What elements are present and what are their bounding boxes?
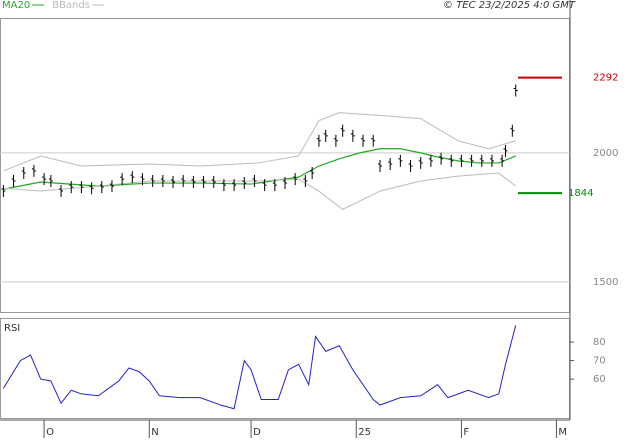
y-tick-label: 70	[593, 356, 606, 367]
price-bar	[310, 166, 315, 179]
price-bar	[449, 154, 454, 167]
y-tick-label: 2000	[593, 148, 618, 159]
level-label: 1844	[568, 188, 593, 199]
price-bar	[303, 174, 308, 187]
price-bar	[500, 154, 505, 167]
bband-upper	[3, 112, 516, 172]
price-bar	[160, 174, 165, 187]
price-bar	[418, 156, 423, 169]
price-bar	[252, 174, 257, 187]
price-bar	[89, 182, 94, 195]
price-bar	[479, 154, 484, 167]
ma-line	[3, 148, 516, 190]
price-bar	[272, 179, 277, 192]
price-bar	[262, 179, 267, 192]
price-bar	[31, 164, 36, 177]
price-bar	[459, 154, 464, 167]
price-bar	[378, 160, 382, 173]
price-bar	[79, 181, 84, 194]
rsi-line	[2, 325, 517, 410]
price-bar	[283, 177, 287, 190]
x-tick-label: O	[46, 427, 54, 438]
y-tick-label: 80	[593, 337, 606, 348]
price-bar	[439, 152, 444, 165]
price-bar	[211, 176, 216, 189]
x-tick-label: F	[463, 427, 469, 438]
price-bar	[150, 174, 155, 187]
bband-lower	[3, 172, 517, 210]
price-bar	[510, 124, 515, 137]
price-bar	[109, 180, 114, 193]
price-bar	[171, 176, 176, 189]
price-bar	[469, 154, 474, 167]
price-bar	[350, 129, 355, 142]
price-bar	[11, 174, 16, 187]
price-bar	[191, 176, 196, 189]
price-bar	[42, 173, 47, 186]
price-bar	[340, 124, 345, 137]
price-bar	[221, 179, 226, 192]
price-bar	[181, 174, 186, 187]
price-bar	[59, 185, 64, 198]
price-bar	[1, 185, 6, 198]
price-bar	[242, 177, 247, 190]
y-tick-label: 60	[593, 374, 606, 385]
price-bar	[293, 173, 298, 186]
price-bar	[371, 134, 376, 147]
price-bar	[333, 134, 338, 147]
y-tick-label: 1500	[593, 277, 618, 288]
price-bar	[99, 181, 104, 194]
level-label: 2292	[593, 73, 618, 84]
price-bar	[388, 157, 393, 170]
price-bar	[201, 176, 206, 189]
price-bar	[428, 154, 433, 167]
legend-label: BBands	[52, 0, 90, 11]
price-bar	[120, 173, 125, 186]
price-bar	[232, 179, 237, 192]
legend-label: MA20	[2, 0, 30, 11]
price-bar	[21, 166, 26, 179]
x-tick-label: N	[151, 427, 158, 438]
price-bar	[323, 129, 328, 142]
price-bar	[398, 154, 403, 167]
price-bar	[48, 174, 53, 187]
x-tick-label: M	[558, 427, 567, 438]
price-bar	[503, 144, 508, 157]
price-bar	[130, 171, 135, 184]
price-bar	[408, 160, 413, 173]
price-bar	[361, 134, 366, 147]
price-bar	[69, 181, 74, 194]
x-tick-label: D	[253, 427, 261, 438]
price-bar	[489, 154, 494, 167]
price-bar	[140, 173, 145, 186]
source: © TEC 23/2/2025 4:0 GMT	[443, 0, 576, 11]
price-bar	[513, 84, 518, 97]
price-bar	[316, 134, 321, 147]
x-tick-label: 25	[358, 427, 371, 438]
rsi-panel	[0, 318, 570, 419]
rsi-title: RSI	[4, 323, 20, 334]
